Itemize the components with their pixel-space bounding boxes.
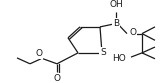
Text: S: S (100, 48, 106, 57)
Text: OH: OH (109, 0, 123, 9)
Text: O: O (35, 49, 42, 58)
Text: B: B (113, 19, 119, 28)
Text: O: O (129, 28, 136, 37)
Text: HO: HO (112, 54, 126, 63)
Text: O: O (53, 74, 60, 83)
